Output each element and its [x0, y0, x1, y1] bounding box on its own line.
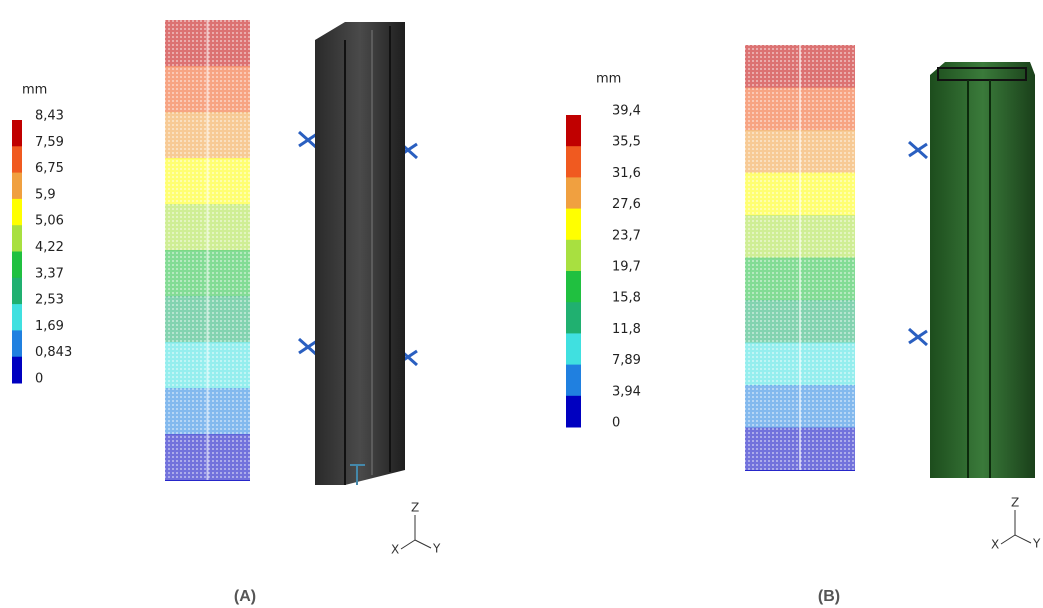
legend-swatch: [566, 177, 581, 209]
axis-label: Z: [411, 501, 419, 515]
legend-swatch: [12, 173, 22, 200]
legend-label: 5,06: [35, 214, 64, 229]
legend-label: 8,43: [35, 109, 64, 124]
axis-label: X: [991, 538, 999, 552]
legend-label: 1,69: [35, 319, 64, 334]
caption: (B): [818, 588, 840, 605]
legend-label: 7,89: [612, 353, 641, 368]
legend-label: 0: [35, 372, 43, 387]
legend-swatch: [12, 252, 22, 279]
legend-swatch: [566, 333, 581, 365]
axis-label: Z: [1011, 496, 1019, 510]
caption: (A): [234, 588, 256, 605]
legend-label: 15,8: [612, 291, 641, 306]
legend-label: 35,5: [612, 135, 641, 150]
legend-label: 4,22: [35, 240, 64, 255]
box-section-b: [930, 62, 1035, 478]
legend-label: 6,75: [35, 161, 64, 176]
legend-label: 3,94: [612, 384, 641, 399]
legend-label: 7,59: [35, 135, 64, 150]
legend-swatch: [12, 278, 22, 305]
legend-label: 0,843: [35, 345, 72, 360]
legend-label: 23,7: [612, 228, 641, 243]
legend-swatch: [12, 199, 22, 226]
legend-swatch: [566, 209, 581, 241]
legend-unit: mm: [22, 83, 47, 98]
legend-swatch: [12, 304, 22, 331]
legend-label: 19,7: [612, 260, 641, 275]
legend-swatch: [566, 271, 581, 303]
axis-x: [401, 540, 415, 549]
legend-label: 31,6: [612, 166, 641, 181]
axis-label: X: [391, 543, 399, 557]
axis-y: [1015, 535, 1031, 543]
legend-label: 3,37: [35, 266, 64, 281]
axis-label: Y: [432, 542, 441, 556]
legend-swatch: [566, 396, 581, 428]
legend-unit: mm: [596, 72, 621, 87]
legend-swatch: [566, 115, 581, 147]
legend-swatch: [566, 146, 581, 178]
steel-section-a: [315, 22, 405, 485]
legend-swatch: [12, 120, 22, 147]
legend-swatch: [12, 330, 22, 357]
legend-label: 0: [612, 416, 620, 431]
legend-swatch: [566, 302, 581, 334]
legend-label: 5,9: [35, 187, 56, 202]
legend-swatch: [12, 357, 22, 384]
legend-swatch: [566, 240, 581, 272]
content: mm 8,43 7,59 6,75 5,9 5,06 4,22 3,37 2,53 1,69 0,8…: [12, 20, 1041, 605]
legend-label: 11,8: [612, 322, 641, 337]
axis-y: [415, 540, 431, 548]
legend-swatch: [12, 225, 22, 252]
axis-x: [1001, 535, 1015, 544]
legend-label: 27,6: [612, 197, 641, 212]
axis-label: Y: [1032, 537, 1041, 551]
legend-label: 2,53: [35, 293, 64, 308]
legend-label: 39,4: [612, 104, 641, 119]
legend-swatch: [12, 146, 22, 173]
figure: mm 8,43 7,59 6,75 5,9 5,06 4,22 3,37 2,53 1,69 0,8…: [0, 0, 1043, 608]
legend-swatch: [566, 365, 581, 397]
